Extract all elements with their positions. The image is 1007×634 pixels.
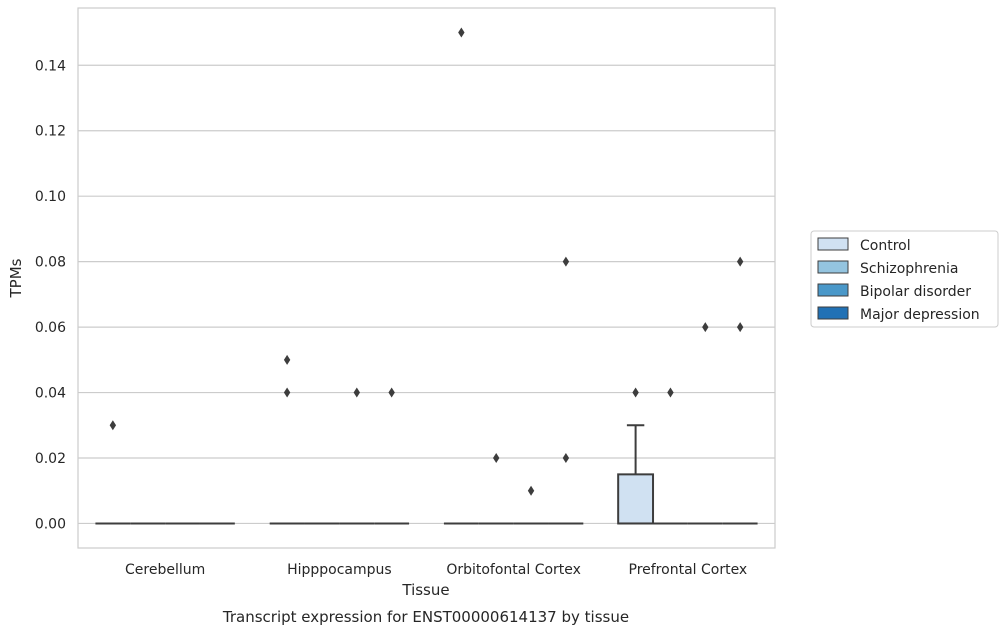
y-tick-label: 0.04 [35, 386, 66, 402]
legend-label: Control [860, 238, 911, 254]
outlier-point [388, 387, 395, 398]
y-tick-label: 0.14 [35, 58, 66, 74]
outlier-point [109, 420, 117, 431]
y-axis-title: TPMs [7, 258, 25, 298]
x-axis-ticks: Cerebellum Hipppocampus Orbitofontal Corte… [125, 562, 747, 578]
legend-swatch [817, 283, 849, 297]
y-axis-ticks: 0.00 0.02 0.04 0.06 0.08 0.10 0.12 0.14 [35, 58, 66, 532]
outlier-point [493, 453, 500, 463]
legend-label: Major depression [860, 307, 980, 323]
outlier-point [562, 256, 570, 267]
outlier-point [736, 256, 744, 267]
outlier-point [283, 354, 291, 365]
outlier-point [527, 485, 535, 496]
y-tick-label: 0.12 [35, 124, 66, 140]
legend-frame [810, 230, 999, 328]
outlier-point [736, 322, 744, 333]
y-tick-label: 0.06 [35, 320, 66, 336]
outlier-point [353, 387, 360, 398]
outlier-point [667, 387, 674, 398]
box [617, 473, 655, 525]
legend-swatch [817, 237, 849, 251]
y-tick-label: 0.00 [35, 516, 66, 532]
x-tick-label: Hipppocampus [287, 562, 392, 578]
boxes [95, 424, 758, 525]
chart-caption: Transcript expression for ENST0000061413… [222, 608, 629, 626]
outlier-point [702, 322, 709, 333]
y-tick-label: 0.08 [35, 255, 66, 271]
outlier-point [562, 453, 570, 463]
x-tick-label: Prefrontal Cortex [629, 562, 748, 578]
legend-swatch [817, 260, 849, 274]
x-axis-title: Tissue [401, 581, 449, 599]
gridlines [78, 64, 775, 525]
legend-label: Bipolar disorder [860, 284, 971, 300]
x-tick-label: Cerebellum [125, 562, 205, 578]
y-tick-label: 0.02 [35, 451, 66, 467]
x-tick-label: Orbitofontal Cortex [446, 562, 581, 578]
outliers [109, 27, 744, 496]
plot-area [77, 7, 776, 549]
legend: Control Schizophrenia Bipolar disorder Majo… [810, 230, 999, 328]
legend-swatch [817, 306, 849, 320]
outlier-point [458, 27, 465, 38]
outlier-point [632, 387, 639, 398]
legend-label: Schizophrenia [860, 261, 958, 277]
y-tick-label: 0.10 [35, 189, 66, 205]
outlier-point [283, 387, 291, 398]
